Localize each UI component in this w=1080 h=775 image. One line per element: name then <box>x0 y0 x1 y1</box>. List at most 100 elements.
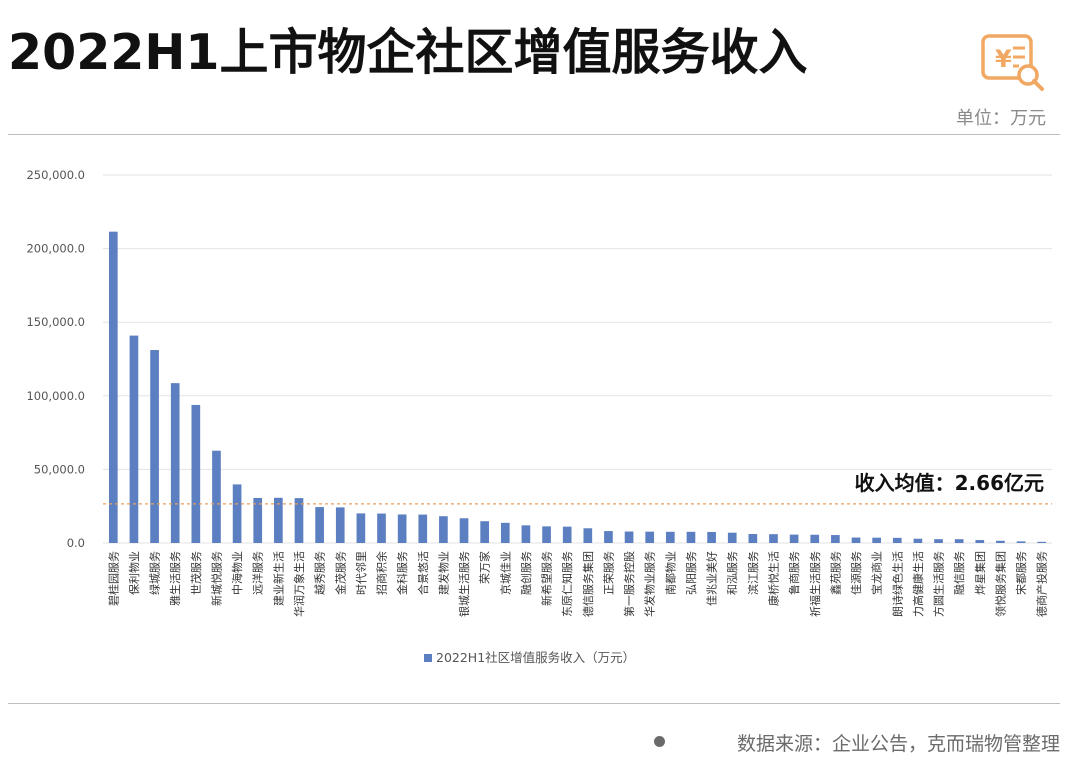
x-tick-label: 银城生活服务 <box>457 551 471 617</box>
bar <box>975 540 985 543</box>
x-tick-label: 华发物业服务 <box>643 551 657 617</box>
bar <box>542 526 551 543</box>
footer-divider <box>8 703 1060 704</box>
x-tick-label: 融信服务 <box>953 551 966 595</box>
average-label: 收入均值：2.66亿元 <box>855 471 1044 495</box>
bar <box>232 484 242 543</box>
data-source: 数据来源：企业公告，克而瑞物管整理 <box>736 733 1060 755</box>
bar <box>129 335 139 543</box>
bar <box>439 516 448 543</box>
x-tick-label: 荣万家 <box>478 551 492 584</box>
x-tick-label: 建发物业 <box>436 551 450 595</box>
x-tick-label: 力高健康生活 <box>911 551 925 617</box>
x-tick-label: 方圆生活服务 <box>932 551 946 617</box>
bar <box>831 535 840 543</box>
bar <box>892 537 902 543</box>
legend-swatch <box>424 654 432 662</box>
bar <box>335 507 345 543</box>
x-tick-label: 康桥悦生活 <box>766 551 780 606</box>
bar <box>727 532 737 543</box>
bar <box>996 540 1005 543</box>
bar <box>170 383 180 543</box>
x-tick-label: 保利物业 <box>127 551 141 595</box>
bar <box>934 539 943 543</box>
bar <box>356 513 366 543</box>
x-tick-label: 招商积余 <box>375 551 389 595</box>
bar <box>418 514 428 543</box>
x-tick-label: 第一服务控股 <box>622 551 636 617</box>
svg-text:¥: ¥ <box>995 45 1012 73</box>
bar <box>315 507 324 543</box>
x-tick-label: 德信服务集团 <box>581 551 595 617</box>
bar <box>666 531 675 543</box>
bar <box>604 531 613 543</box>
x-tick-label: 鲁商服务 <box>787 551 801 595</box>
bar <box>150 350 159 543</box>
x-tick-label: 佳源服务 <box>849 551 863 595</box>
bar <box>397 514 407 543</box>
x-tick-label: 祈福生活服务 <box>808 551 822 617</box>
bar-chart: 0.0 50,000.0 100,000.0 150,000.0 200,000.0 25… <box>26 168 1052 665</box>
x-tick-label: 京城佳业 <box>498 551 512 595</box>
x-tick-label: 华润万象生活 <box>292 551 306 617</box>
currency-search-icon: ¥ <box>981 34 1044 91</box>
x-tick-label: 烨星集团 <box>973 551 987 595</box>
y-tick-label: 150,000.0 <box>26 315 85 329</box>
source-bullet-icon <box>654 736 665 747</box>
x-tick-label: 宋都服务 <box>1014 551 1028 595</box>
x-tick-label: 金茂服务 <box>333 551 347 595</box>
x-tick-label: 德商产投服务 <box>1035 551 1049 617</box>
x-tick-label: 时代邻里 <box>355 551 368 595</box>
x-tick-label: 合景悠活 <box>416 551 430 595</box>
x-tick-label: 雅生活服务 <box>168 551 182 606</box>
x-tick-label: 中海物业 <box>230 551 244 595</box>
x-tick-label: 领悦服务集团 <box>993 551 1007 617</box>
bar <box>562 526 572 543</box>
y-tick-label: 100,000.0 <box>26 389 85 403</box>
bar <box>624 531 634 543</box>
page-title: 2022H1上市物企社区增值服务收入 <box>8 24 808 81</box>
bar <box>459 518 469 543</box>
x-tick-label: 世茂服务 <box>189 551 203 595</box>
x-tick-label: 东原仁知服务 <box>560 551 574 617</box>
header-divider <box>8 134 1060 135</box>
bar <box>294 498 304 543</box>
x-tick-label: 远洋服务 <box>251 551 265 595</box>
bar <box>108 231 118 543</box>
x-tick-label: 碧桂园服务 <box>106 551 120 606</box>
x-tick-label: 和泓服务 <box>725 551 739 595</box>
bar <box>645 531 655 543</box>
bar <box>500 522 510 543</box>
bar <box>789 534 799 543</box>
x-tick-label: 新城悦服务 <box>209 551 223 606</box>
x-tick-label: 建业新生活 <box>271 551 285 606</box>
bar <box>253 497 263 543</box>
y-tick-label: 200,000.0 <box>26 242 85 256</box>
x-tick-label: 融创服务 <box>520 551 533 595</box>
x-tick-label: 宝龙商业 <box>870 551 884 595</box>
bar <box>707 531 716 543</box>
bar <box>954 539 964 543</box>
bar <box>851 537 861 543</box>
bar <box>1037 541 1047 543</box>
bar <box>377 513 386 543</box>
bar <box>274 497 283 543</box>
x-tick-label: 越秀服务 <box>313 551 327 595</box>
x-tick-label: 新希望服务 <box>540 551 554 606</box>
y-tick-label: 250,000.0 <box>26 168 85 182</box>
x-tick-label: 鑫苑服务 <box>828 551 842 595</box>
x-tick-label: 佳兆业美好 <box>705 551 719 606</box>
bar <box>686 531 696 543</box>
x-tick-label: 滨江服务 <box>746 551 760 595</box>
legend-label: 2022H1社区增值服务收入（万元） <box>436 650 635 665</box>
x-tick-label: 弘阳服务 <box>685 551 698 595</box>
bar <box>191 404 201 543</box>
y-tick-label: 0.0 <box>67 536 85 550</box>
x-tick-label: 正荣服务 <box>602 551 615 595</box>
y-tick-label: 50,000.0 <box>34 462 85 476</box>
x-tick-label: 金科服务 <box>395 551 409 595</box>
bar <box>583 528 593 543</box>
bar <box>810 534 820 543</box>
bar <box>480 521 489 543</box>
bar <box>212 450 221 543</box>
